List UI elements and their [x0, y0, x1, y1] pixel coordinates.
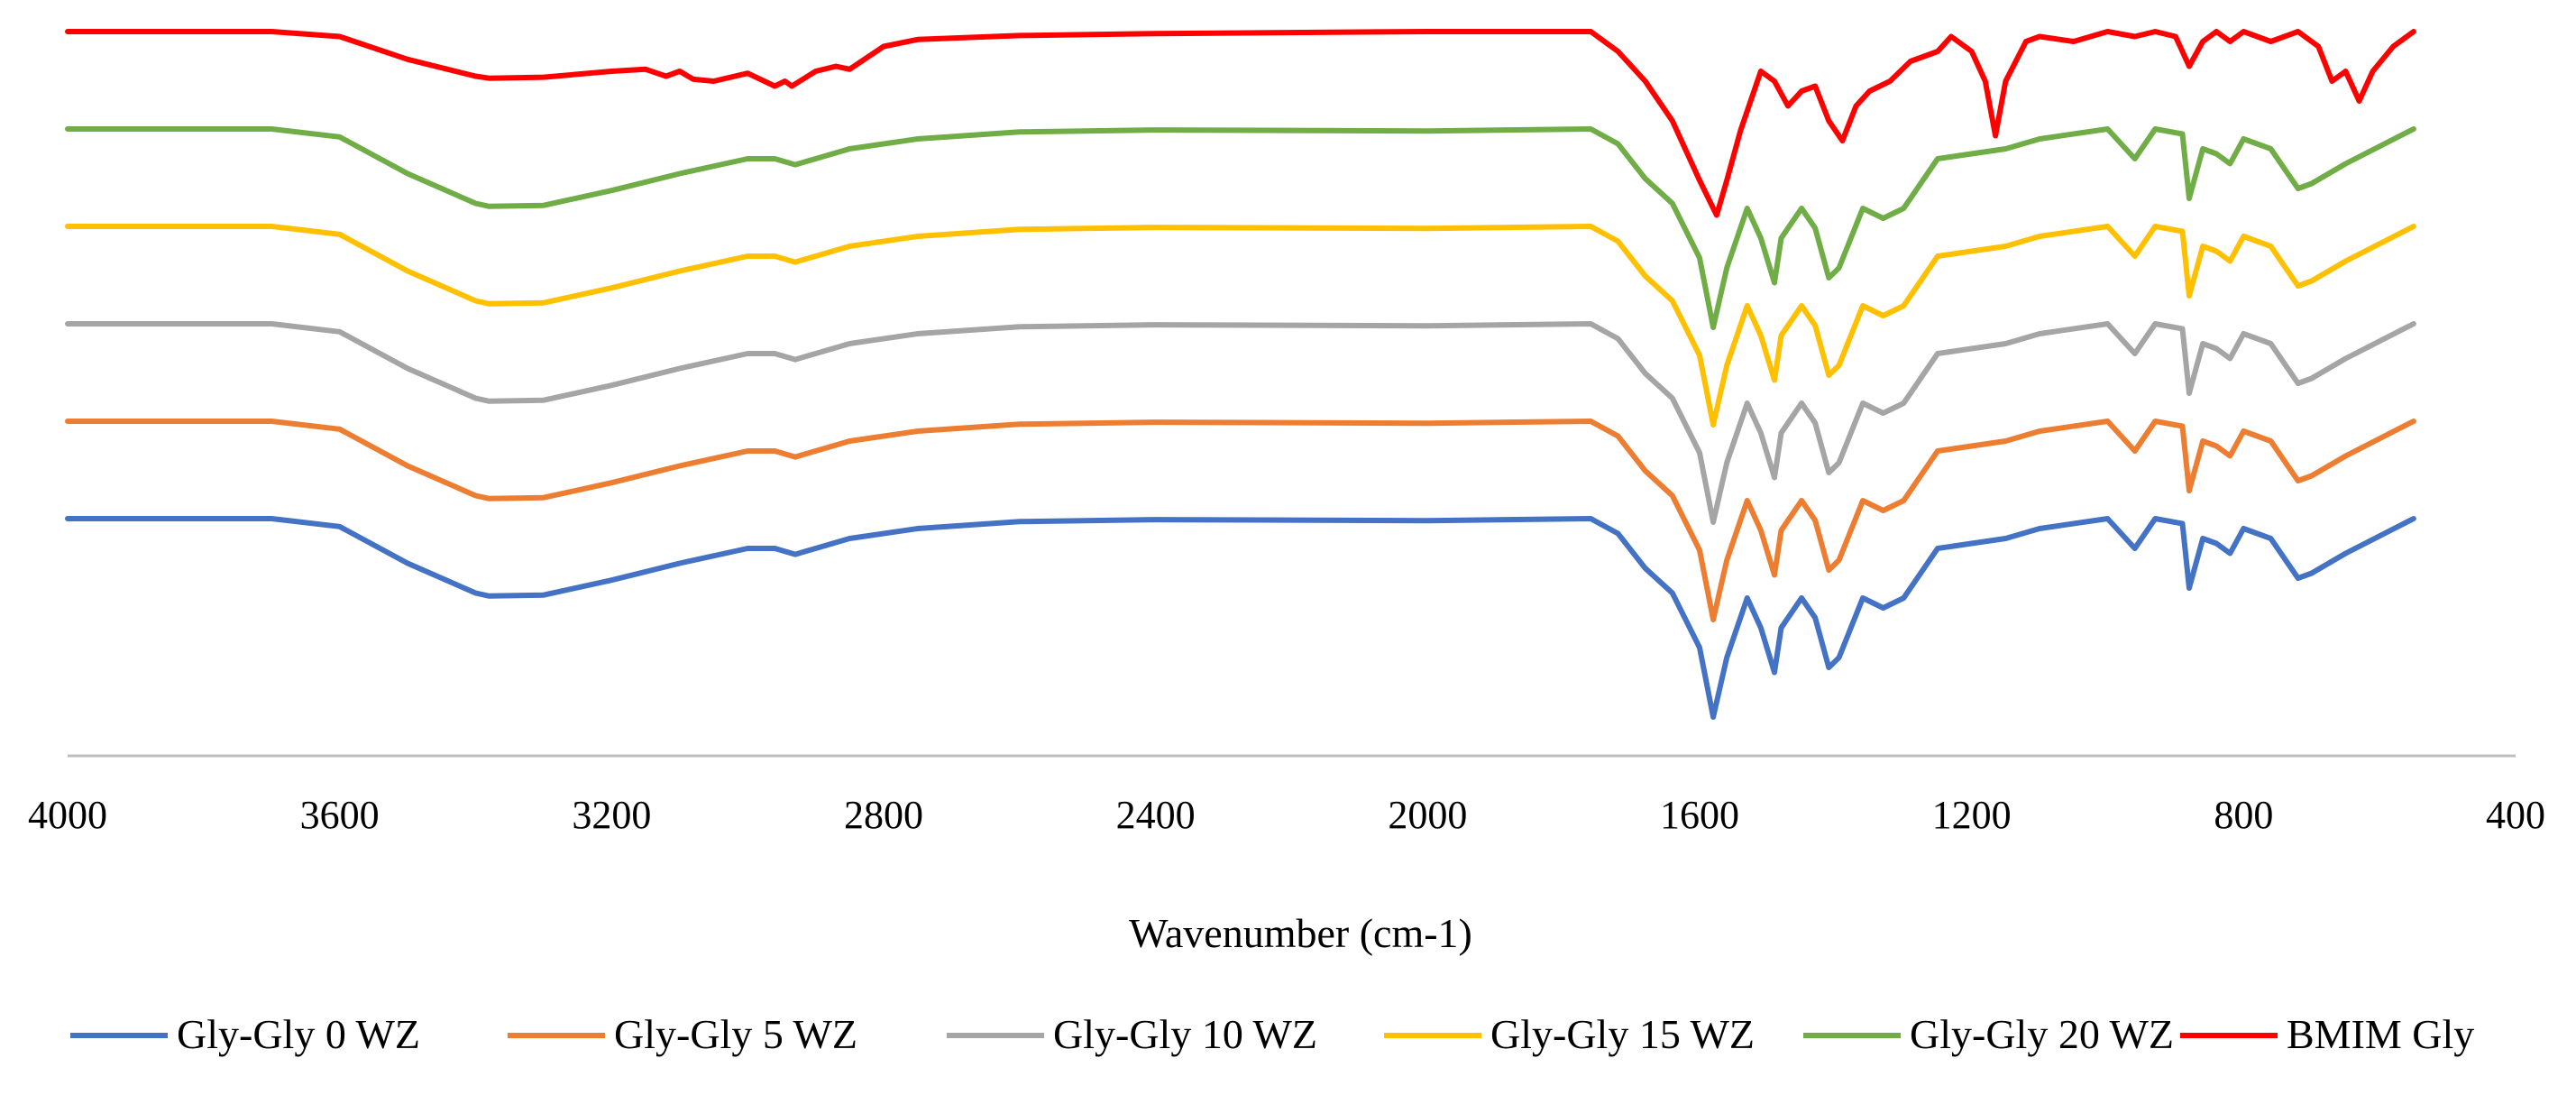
x-tick-label: 3600: [300, 793, 380, 837]
series-line-gly-gly-0-wz: [65, 516, 2416, 720]
legend-label: Gly-Gly 20 WZ: [1910, 1011, 2174, 1057]
x-tick-label: 2400: [1116, 793, 1196, 837]
legend: Gly-Gly 0 WZ Gly-Gly 5 WZ Gly-Gly 10 WZ Gly…: [70, 1011, 2474, 1057]
x-axis-title: Wavenumber (cm-1): [1129, 910, 1472, 956]
spectra-layer: [65, 29, 2416, 720]
series-line-gly-gly-20-wz: [65, 126, 2416, 330]
x-tick-label: 3200: [572, 793, 651, 837]
series-line-bmim-gly: [65, 29, 2416, 218]
x-tick-label: 2000: [1388, 793, 1467, 837]
x-axis-ticks: 4000 3600 3200 2800 2400 2000 1600 1200 800 400: [28, 793, 2545, 837]
series-line-gly-gly-5-wz: [65, 419, 2416, 622]
x-tick-label: 4000: [28, 793, 107, 837]
legend-label: Gly-Gly 10 WZ: [1053, 1011, 1317, 1057]
x-tick-label: 2800: [844, 793, 923, 837]
legend-label: Gly-Gly 15 WZ: [1490, 1011, 1755, 1057]
legend-label: Gly-Gly 5 WZ: [614, 1011, 857, 1057]
x-tick-label: 1600: [1660, 793, 1739, 837]
x-tick-label: 400: [2486, 793, 2545, 837]
series-line-gly-gly-15-wz: [65, 224, 2416, 428]
legend-label: Gly-Gly 0 WZ: [177, 1011, 420, 1057]
series-line-gly-gly-10-wz: [65, 321, 2416, 525]
x-tick-label: 1200: [1932, 793, 2012, 837]
legend-label: BMIM Gly: [2287, 1011, 2474, 1057]
x-tick-label: 800: [2214, 793, 2273, 837]
